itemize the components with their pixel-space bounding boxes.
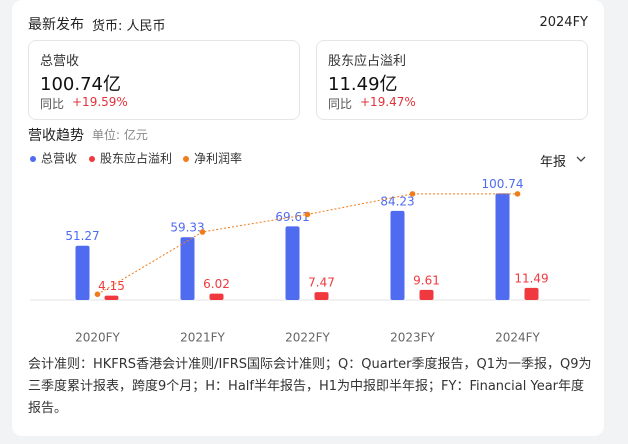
period-selector[interactable]: 年报 [540, 155, 567, 170]
metric-label: 股东应占溢利 [328, 54, 407, 69]
x-tick-label: 2024FY [495, 331, 540, 345]
value-label: 9.61 [413, 273, 440, 287]
legend-marker [89, 156, 95, 162]
bar [314, 292, 329, 300]
legend-label: 股东应占溢利 [100, 151, 172, 166]
metric-value: 100.74亿 [40, 74, 121, 95]
bar [209, 293, 224, 300]
chart-title: 营收趋势 [28, 128, 84, 144]
legend-marker [183, 156, 189, 162]
value-label: 11.49 [514, 271, 548, 285]
bar [180, 237, 195, 300]
line-point [94, 291, 101, 298]
dropdown-chevron[interactable] [575, 154, 587, 164]
metric-value: 11.49亿 [328, 74, 398, 95]
line-point [304, 211, 311, 218]
x-tick-label: 2020FY [75, 331, 120, 345]
bar [104, 295, 119, 300]
x-tick-label: 2022FY [285, 331, 330, 345]
line-point [409, 191, 416, 197]
chart-unit: 单位: 亿元 [92, 128, 148, 142]
line-point [514, 191, 521, 197]
value-label: 59.33 [170, 221, 204, 235]
legend-label: 净利润率 [194, 151, 242, 166]
bar [390, 210, 405, 300]
value-label: 51.27 [65, 229, 99, 243]
line-point [199, 229, 206, 235]
bar [524, 287, 539, 300]
value-label: 84.23 [380, 194, 414, 208]
metric-card: 总营收 100.74亿 同比 +19.59% [28, 40, 300, 120]
header-currency: 货币: 人民币 [92, 19, 166, 34]
metric-card: 股东应占溢利 11.49亿 同比 +19.47% [316, 40, 588, 120]
footnote: 会计准则：HKFRS香港会计准则/IFRS国际会计准则；Q：Quarter季度报… [28, 357, 592, 416]
yoy-value: +19.47% [360, 95, 416, 109]
metric-label: 总营收 [40, 54, 80, 69]
bar [75, 245, 90, 300]
header-title: 最新发布 [28, 17, 84, 33]
value-label: 100.74 [482, 177, 524, 191]
legend-marker [30, 156, 36, 162]
legend-label: 总营收 [41, 152, 77, 166]
yoy-label: 同比 [40, 97, 65, 111]
header-period: 2024FY [539, 15, 588, 30]
x-tick-label: 2021FY [180, 331, 225, 345]
value-label: 6.02 [203, 277, 230, 291]
yoy-label: 同比 [328, 97, 353, 111]
x-tick-label: 2023FY [390, 331, 435, 345]
bar [495, 193, 510, 300]
bar [419, 289, 434, 300]
bar [285, 226, 300, 300]
value-label: 7.47 [308, 276, 335, 290]
yoy-value: +19.59% [72, 95, 128, 109]
